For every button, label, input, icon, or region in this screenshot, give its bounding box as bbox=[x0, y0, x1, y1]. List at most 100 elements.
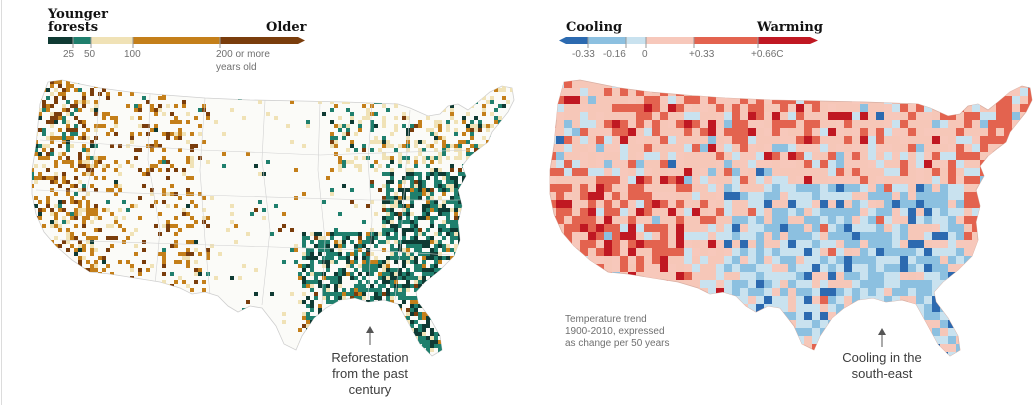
forest-pixel bbox=[38, 212, 42, 216]
forest-pixel bbox=[102, 84, 106, 88]
forest-pixel bbox=[398, 200, 402, 204]
forest-pixel bbox=[490, 216, 494, 220]
forest-pixel bbox=[338, 252, 342, 256]
forest-pixel bbox=[490, 280, 494, 284]
forest-pixel bbox=[38, 116, 42, 120]
temperature-cell bbox=[676, 248, 684, 256]
forest-pixel bbox=[490, 200, 494, 204]
forest-pixel bbox=[70, 136, 74, 140]
forest-pixel bbox=[322, 284, 326, 288]
temperature-cell bbox=[852, 288, 860, 296]
forest-pixel bbox=[430, 168, 434, 172]
forest-pixel bbox=[78, 120, 82, 124]
forest-pixel bbox=[458, 344, 462, 348]
forest-pixel bbox=[366, 204, 370, 208]
forest-pixel bbox=[402, 156, 406, 160]
temperature-cell bbox=[732, 80, 740, 88]
forest-pixel bbox=[386, 84, 390, 88]
temperature-cell bbox=[788, 160, 796, 168]
temperature-cell bbox=[1020, 200, 1028, 208]
forest-pixel bbox=[438, 160, 442, 164]
forest-pixel bbox=[98, 160, 102, 164]
temperature-cell bbox=[876, 160, 884, 168]
temperature-cell bbox=[908, 296, 916, 304]
temperature-cell bbox=[612, 280, 620, 288]
temperature-cell bbox=[564, 288, 572, 296]
forest-pixel bbox=[326, 256, 330, 260]
reforestation-line3: century bbox=[348, 382, 392, 397]
temperature-cell bbox=[948, 240, 956, 248]
temperature-cell bbox=[876, 112, 884, 120]
forest-pixel bbox=[322, 292, 326, 296]
temperature-cell bbox=[820, 200, 828, 208]
forest-pixel bbox=[338, 128, 342, 132]
forest-pixel bbox=[46, 324, 50, 328]
temperature-cell bbox=[740, 224, 748, 232]
forest-pixel bbox=[478, 200, 482, 204]
forest-pixel bbox=[82, 120, 86, 124]
forest-pixel bbox=[186, 240, 190, 244]
forest-pixel bbox=[90, 236, 94, 240]
forest-pixel bbox=[402, 320, 406, 324]
forest-pixel bbox=[346, 316, 350, 320]
temperature-cell bbox=[828, 112, 836, 120]
forest-pixel bbox=[94, 176, 98, 180]
temperature-cell bbox=[604, 200, 612, 208]
forest-pixel bbox=[470, 240, 474, 244]
forest-pixel bbox=[322, 344, 326, 348]
forest-pixel bbox=[102, 124, 106, 128]
forest-pixel bbox=[374, 136, 378, 140]
forest-pixel bbox=[214, 276, 218, 280]
forest-pixel bbox=[322, 200, 326, 204]
forest-pixel bbox=[438, 224, 442, 228]
forest-pixel bbox=[78, 352, 82, 356]
temperature-cell bbox=[908, 240, 916, 248]
forest-pixel bbox=[494, 260, 498, 264]
forest-pixel bbox=[454, 304, 458, 308]
temperature-cell bbox=[892, 184, 900, 192]
temperature-cell bbox=[756, 272, 764, 280]
forest-pixel bbox=[382, 240, 386, 244]
temperature-cell bbox=[564, 88, 572, 96]
temperature-cell bbox=[684, 344, 692, 352]
temperature-cell bbox=[700, 120, 708, 128]
forest-pixel bbox=[94, 356, 98, 360]
forest-pixel bbox=[78, 244, 82, 248]
temperature-cell bbox=[684, 272, 692, 280]
forest-pixel bbox=[182, 212, 186, 216]
forest-pixel bbox=[442, 332, 446, 336]
forest-pixel bbox=[370, 128, 374, 132]
forest-pixel bbox=[502, 184, 506, 188]
forest-pixel bbox=[474, 180, 478, 184]
forest-pixel bbox=[434, 140, 438, 144]
forest-pixel bbox=[178, 252, 182, 256]
temperature-cell bbox=[972, 224, 980, 232]
forest-pixel bbox=[462, 116, 466, 120]
forest-pixel bbox=[494, 180, 498, 184]
temperature-cell bbox=[772, 184, 780, 192]
forest-pixel bbox=[66, 128, 70, 132]
forest-pixel bbox=[462, 200, 466, 204]
temperature-cell bbox=[716, 144, 724, 152]
temperature-cell bbox=[740, 88, 748, 96]
temperature-cell bbox=[868, 88, 876, 96]
forest-pixel bbox=[230, 212, 234, 216]
temperature-cell bbox=[556, 136, 564, 144]
temperature-cell bbox=[652, 120, 660, 128]
forest-pixel bbox=[358, 304, 362, 308]
temperature-cell bbox=[1020, 224, 1028, 232]
temperature-cell bbox=[724, 120, 732, 128]
temperature-cell bbox=[684, 248, 692, 256]
forest-pixel bbox=[50, 136, 54, 140]
forest-pixel bbox=[470, 216, 474, 220]
forest-pixel bbox=[50, 332, 54, 336]
forest-pixel bbox=[374, 160, 378, 164]
forest-pixel bbox=[482, 192, 486, 196]
forest-pixel bbox=[406, 316, 410, 320]
forest-pixel bbox=[426, 216, 430, 220]
temperature-cell bbox=[652, 192, 660, 200]
forest-pixel bbox=[174, 288, 178, 292]
forest-pixel bbox=[474, 348, 478, 352]
forest-pixel bbox=[446, 176, 450, 180]
temperature-cell bbox=[588, 216, 596, 224]
